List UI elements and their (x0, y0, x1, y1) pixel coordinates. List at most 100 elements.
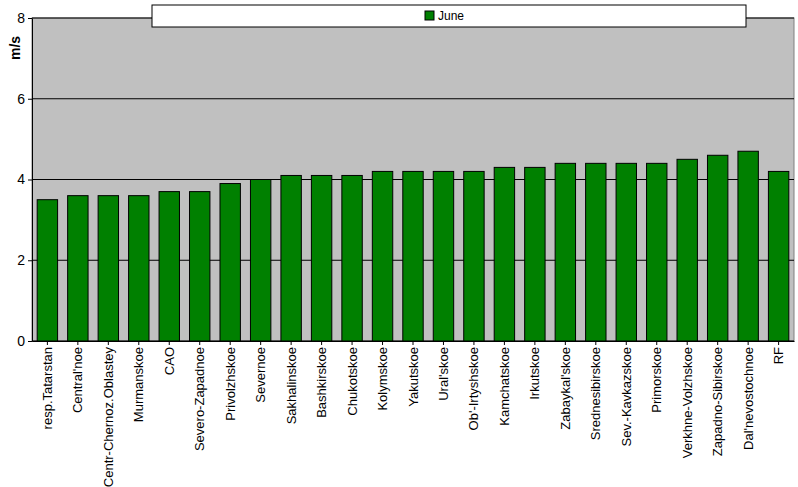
tick-mark (413, 341, 414, 345)
tick: Sev.-Kavkazskoe (619, 341, 634, 446)
tick-label: Ural'skoe (436, 347, 451, 401)
tick-label: Zapadno-Sibirskoe (710, 347, 725, 456)
bar (586, 163, 606, 341)
tick-label: Yakutskoe (406, 347, 421, 407)
bar (159, 192, 179, 341)
bar (281, 175, 301, 341)
plot-area (32, 18, 794, 341)
tick-label: Irkutskoe (527, 347, 542, 400)
bar (37, 200, 57, 341)
bars (37, 151, 789, 341)
tick-label: resp.Tatarstan (40, 347, 55, 429)
tick: 0 (17, 333, 32, 349)
legend-swatch (425, 11, 434, 20)
tick-mark (28, 180, 32, 181)
tick: Central'noe (70, 341, 85, 413)
tick-label: RF (771, 347, 786, 364)
bar (647, 163, 667, 341)
tick: Kamchatskoe (497, 341, 512, 426)
tick-mark (108, 341, 109, 345)
tick-mark (321, 341, 322, 345)
bar (555, 163, 575, 341)
tick-mark (717, 341, 718, 345)
tick-label: Ob'-Irtyshskoe (466, 347, 481, 430)
tick-mark (534, 341, 535, 345)
tick-label: Sev.-Kavkazskoe (619, 347, 634, 446)
tick-mark (626, 341, 627, 345)
tick-label: Chukotskoe (345, 347, 360, 416)
tick-mark (443, 341, 444, 345)
tick-label: Sakhalinskoe (284, 347, 299, 424)
tick-label: 2 (17, 252, 25, 268)
tick-label: Srednesibirskoe (588, 347, 603, 440)
bar (250, 180, 270, 342)
tick-mark (473, 341, 474, 345)
tick: Zapadno-Sibirskoe (710, 341, 725, 456)
tick: Srednesibirskoe (588, 341, 603, 440)
tick: Primorskoe (649, 341, 664, 413)
tick: resp.Tatarstan (40, 341, 55, 429)
legend-label: June (438, 9, 464, 23)
tick-mark (291, 341, 292, 345)
tick: RF (771, 341, 786, 364)
tick: 8 (17, 10, 32, 26)
tick: Dal'nevostochnoe (741, 341, 756, 450)
tick-label: Central'noe (70, 347, 85, 413)
legend: June (152, 5, 746, 27)
tick-label: Privolzhskoe (223, 347, 238, 421)
bar (372, 171, 392, 341)
bar (494, 167, 514, 341)
bar (190, 192, 210, 341)
tick-label: Kamchatskoe (497, 347, 512, 426)
bar (768, 171, 788, 341)
tick-label: Dal'nevostochnoe (741, 347, 756, 450)
tick: 6 (17, 91, 32, 107)
tick: Murmanskoe (131, 341, 146, 422)
tick-mark (748, 341, 749, 345)
tick-label: Kolymskoe (375, 347, 390, 411)
tick-mark (28, 260, 32, 261)
bar (220, 184, 240, 341)
tick: Zabaykal'skoe (558, 341, 573, 430)
tick-mark (565, 341, 566, 345)
tick-label: Murmanskoe (131, 347, 146, 422)
tick-mark (28, 341, 32, 342)
tick: Kolymskoe (375, 341, 390, 411)
tick-mark (47, 341, 48, 345)
tick: Chukotskoe (345, 341, 360, 416)
bar (342, 175, 362, 341)
legend-box (152, 5, 746, 27)
tick: Ural'skoe (436, 341, 451, 401)
tick: Privolzhskoe (223, 341, 238, 421)
tick: Severnoe (253, 341, 268, 403)
tick-mark (169, 341, 170, 345)
chart: 02468resp.TatarstanCentral'noeCentr-Cher… (0, 0, 798, 487)
x-axis: resp.TatarstanCentral'noeCentr-Chernoz.O… (33, 341, 795, 487)
tick: Severo-Zapadnoe (192, 341, 207, 451)
bar (738, 151, 758, 341)
tick-label: 0 (17, 333, 25, 349)
tick-label: Primorskoe (649, 347, 664, 413)
tick-label: Severnoe (253, 347, 268, 403)
axis-line (32, 19, 33, 342)
tick-mark (77, 341, 78, 345)
bar (677, 159, 697, 341)
bar (525, 167, 545, 341)
tick-mark (199, 341, 200, 345)
tick: Irkutskoe (527, 341, 542, 400)
bar (68, 196, 88, 341)
tick-mark (595, 341, 596, 345)
tick-label: 4 (17, 171, 25, 187)
tick-mark (504, 341, 505, 345)
tick: Yakutskoe (406, 341, 421, 407)
bar (403, 171, 423, 341)
tick: 2 (17, 252, 32, 268)
tick-mark (230, 341, 231, 345)
bar (464, 171, 484, 341)
tick-mark (352, 341, 353, 345)
tick-label: 8 (17, 10, 25, 26)
grid (32, 18, 794, 341)
tick-mark (28, 18, 32, 19)
bar (98, 196, 118, 341)
tick-mark (382, 341, 383, 345)
